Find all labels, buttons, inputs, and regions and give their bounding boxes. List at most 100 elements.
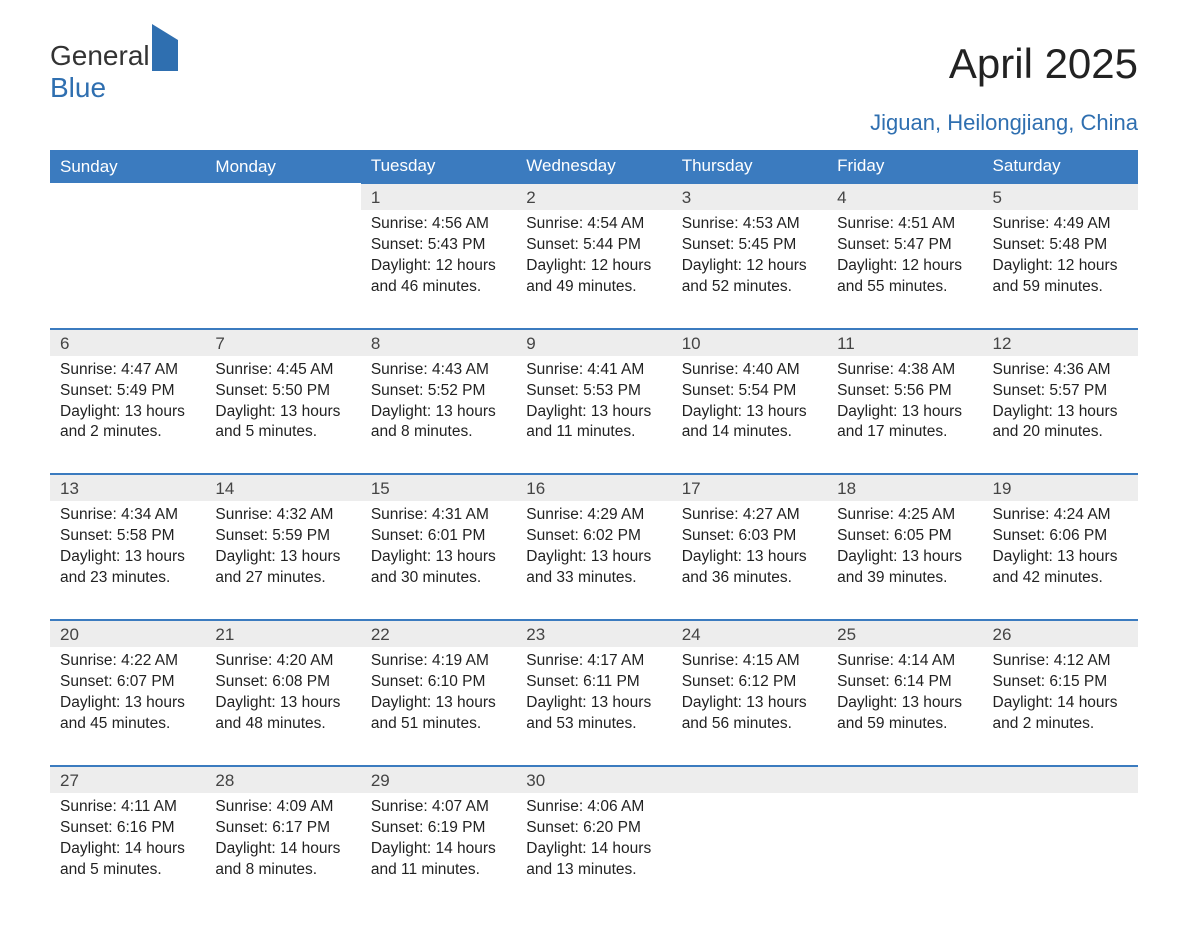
sunrise-text: Sunrise: 4:27 AM (682, 505, 817, 526)
sunrise-text: Sunrise: 4:15 AM (682, 651, 817, 672)
daylight-text: Daylight: 13 hours and 56 minutes. (682, 693, 817, 735)
daylight-text: Daylight: 14 hours and 5 minutes. (60, 839, 195, 881)
sunrise-text: Sunrise: 4:54 AM (526, 214, 661, 235)
daylight-text: Daylight: 14 hours and 8 minutes. (215, 839, 350, 881)
sunrise-text: Sunrise: 4:07 AM (371, 797, 506, 818)
sunset-text: Sunset: 6:16 PM (60, 818, 195, 839)
daylight-text: Daylight: 12 hours and 46 minutes. (371, 256, 506, 298)
daylight-text: Daylight: 13 hours and 42 minutes. (993, 547, 1128, 589)
day-detail: Sunrise: 4:34 AMSunset: 5:58 PMDaylight:… (50, 501, 205, 620)
sunset-text: Sunset: 6:11 PM (526, 672, 661, 693)
daylight-text: Daylight: 13 hours and 27 minutes. (215, 547, 350, 589)
day-number: 14 (205, 474, 360, 501)
day-number: 6 (50, 329, 205, 356)
brand-logo: General Blue (50, 40, 178, 104)
day-detail: Sunrise: 4:41 AMSunset: 5:53 PMDaylight:… (516, 356, 671, 475)
day-detail: Sunrise: 4:22 AMSunset: 6:07 PMDaylight:… (50, 647, 205, 766)
daylight-text: Daylight: 13 hours and 23 minutes. (60, 547, 195, 589)
daylight-text: Daylight: 13 hours and 59 minutes. (837, 693, 972, 735)
day-number: 15 (361, 474, 516, 501)
sunrise-text: Sunrise: 4:12 AM (993, 651, 1128, 672)
day-detail: Sunrise: 4:53 AMSunset: 5:45 PMDaylight:… (672, 210, 827, 329)
sunset-text: Sunset: 6:14 PM (837, 672, 972, 693)
day-header: Saturday (983, 150, 1138, 183)
calendar-table: SundayMondayTuesdayWednesdayThursdayFrid… (50, 150, 1138, 890)
location-subtitle: Jiguan, Heilongjiang, China (50, 110, 1138, 136)
sunset-text: Sunset: 5:47 PM (837, 235, 972, 256)
sunset-text: Sunset: 5:52 PM (371, 381, 506, 402)
day-detail: Sunrise: 4:19 AMSunset: 6:10 PMDaylight:… (361, 647, 516, 766)
sunset-text: Sunset: 5:44 PM (526, 235, 661, 256)
day-number: 11 (827, 329, 982, 356)
sunset-text: Sunset: 6:07 PM (60, 672, 195, 693)
daylight-text: Daylight: 13 hours and 45 minutes. (60, 693, 195, 735)
day-detail: Sunrise: 4:36 AMSunset: 5:57 PMDaylight:… (983, 356, 1138, 475)
month-title: April 2025 (949, 40, 1138, 88)
day-detail: Sunrise: 4:07 AMSunset: 6:19 PMDaylight:… (361, 793, 516, 891)
daylight-text: Daylight: 13 hours and 48 minutes. (215, 693, 350, 735)
sunrise-text: Sunrise: 4:40 AM (682, 360, 817, 381)
sunrise-text: Sunrise: 4:34 AM (60, 505, 195, 526)
sunset-text: Sunset: 6:10 PM (371, 672, 506, 693)
day-number: 1 (361, 183, 516, 210)
sunset-text: Sunset: 6:02 PM (526, 526, 661, 547)
day-number: 9 (516, 329, 671, 356)
day-detail: Sunrise: 4:56 AMSunset: 5:43 PMDaylight:… (361, 210, 516, 329)
sunrise-text: Sunrise: 4:14 AM (837, 651, 972, 672)
sunset-text: Sunset: 5:48 PM (993, 235, 1128, 256)
sunrise-text: Sunrise: 4:20 AM (215, 651, 350, 672)
day-header: Sunday (50, 150, 205, 183)
day-detail: Sunrise: 4:12 AMSunset: 6:15 PMDaylight:… (983, 647, 1138, 766)
sunset-text: Sunset: 6:19 PM (371, 818, 506, 839)
daylight-text: Daylight: 13 hours and 11 minutes. (526, 402, 661, 444)
daylight-text: Daylight: 14 hours and 11 minutes. (371, 839, 506, 881)
sunrise-text: Sunrise: 4:19 AM (371, 651, 506, 672)
sunrise-text: Sunrise: 4:56 AM (371, 214, 506, 235)
sunrise-text: Sunrise: 4:31 AM (371, 505, 506, 526)
day-number: 26 (983, 620, 1138, 647)
day-detail: Sunrise: 4:15 AMSunset: 6:12 PMDaylight:… (672, 647, 827, 766)
day-detail: Sunrise: 4:54 AMSunset: 5:44 PMDaylight:… (516, 210, 671, 329)
day-number: 30 (516, 766, 671, 793)
sunset-text: Sunset: 5:45 PM (682, 235, 817, 256)
daylight-text: Daylight: 13 hours and 53 minutes. (526, 693, 661, 735)
sunrise-text: Sunrise: 4:38 AM (837, 360, 972, 381)
day-detail: Sunrise: 4:40 AMSunset: 5:54 PMDaylight:… (672, 356, 827, 475)
daylight-text: Daylight: 14 hours and 2 minutes. (993, 693, 1128, 735)
daylight-text: Daylight: 13 hours and 51 minutes. (371, 693, 506, 735)
day-detail: Sunrise: 4:29 AMSunset: 6:02 PMDaylight:… (516, 501, 671, 620)
day-detail: Sunrise: 4:27 AMSunset: 6:03 PMDaylight:… (672, 501, 827, 620)
day-number: 24 (672, 620, 827, 647)
sunset-text: Sunset: 5:58 PM (60, 526, 195, 547)
day-detail: Sunrise: 4:09 AMSunset: 6:17 PMDaylight:… (205, 793, 360, 891)
sunset-text: Sunset: 6:01 PM (371, 526, 506, 547)
day-number: 4 (827, 183, 982, 210)
daylight-text: Daylight: 13 hours and 2 minutes. (60, 402, 195, 444)
sunset-text: Sunset: 5:53 PM (526, 381, 661, 402)
daylight-text: Daylight: 12 hours and 52 minutes. (682, 256, 817, 298)
sunrise-text: Sunrise: 4:11 AM (60, 797, 195, 818)
day-number: 13 (50, 474, 205, 501)
day-number: 10 (672, 329, 827, 356)
daylight-text: Daylight: 13 hours and 33 minutes. (526, 547, 661, 589)
sunrise-text: Sunrise: 4:29 AM (526, 505, 661, 526)
day-detail: Sunrise: 4:31 AMSunset: 6:01 PMDaylight:… (361, 501, 516, 620)
sunset-text: Sunset: 5:43 PM (371, 235, 506, 256)
logo-text-2: Blue (50, 72, 106, 103)
day-detail: Sunrise: 4:11 AMSunset: 6:16 PMDaylight:… (50, 793, 205, 891)
day-number: 19 (983, 474, 1138, 501)
day-detail: Sunrise: 4:49 AMSunset: 5:48 PMDaylight:… (983, 210, 1138, 329)
sunset-text: Sunset: 6:20 PM (526, 818, 661, 839)
sunrise-text: Sunrise: 4:22 AM (60, 651, 195, 672)
day-detail: Sunrise: 4:06 AMSunset: 6:20 PMDaylight:… (516, 793, 671, 891)
sunset-text: Sunset: 6:15 PM (993, 672, 1128, 693)
day-number: 3 (672, 183, 827, 210)
sunset-text: Sunset: 6:12 PM (682, 672, 817, 693)
sunrise-text: Sunrise: 4:25 AM (837, 505, 972, 526)
day-header: Wednesday (516, 150, 671, 183)
day-detail: Sunrise: 4:24 AMSunset: 6:06 PMDaylight:… (983, 501, 1138, 620)
daylight-text: Daylight: 12 hours and 59 minutes. (993, 256, 1128, 298)
sunrise-text: Sunrise: 4:53 AM (682, 214, 817, 235)
sunset-text: Sunset: 5:50 PM (215, 381, 350, 402)
day-header: Thursday (672, 150, 827, 183)
